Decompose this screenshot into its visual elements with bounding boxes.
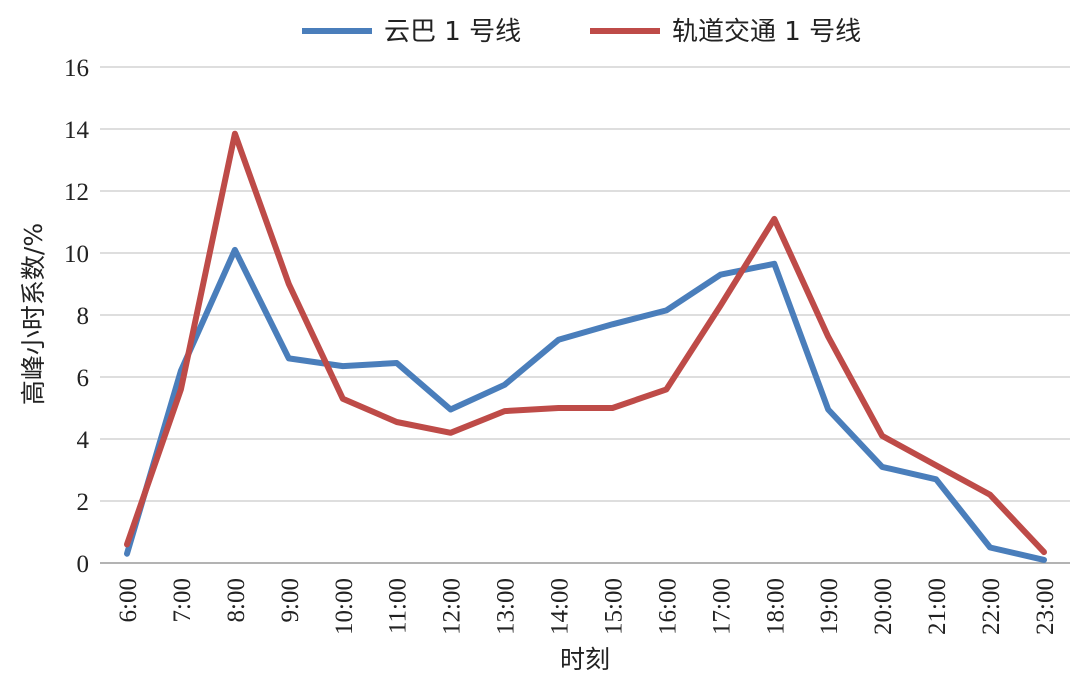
y-tick-label: 0 <box>77 551 90 578</box>
x-tick-label: 19:00 <box>816 578 843 635</box>
y-tick-label: 14 <box>64 117 90 144</box>
legend-label-1: 云巴 1 号线 <box>384 17 521 47</box>
x-tick-label: 9:00 <box>277 578 304 622</box>
legend: 云巴 1 号线 轨道交通 1 号线 <box>302 17 861 47</box>
x-tick-label: 23:00 <box>1032 578 1059 635</box>
y-tick-label: 4 <box>77 427 90 454</box>
x-tick-label: 14:00 <box>547 578 574 635</box>
x-tick-label: 17:00 <box>708 578 735 635</box>
series-line-1 <box>124 246 1047 563</box>
x-tick-label: 8:00 <box>223 578 250 622</box>
x-tick-label: 12:00 <box>439 578 466 635</box>
y-tick-labels: 0 2 4 6 8 10 12 14 16 <box>64 55 90 578</box>
legend-label-2: 轨道交通 1 号线 <box>672 17 861 47</box>
x-tick-labels: 6:00 7:00 8:00 9:00 10:00 11:00 12:00 13:00 14:0… <box>115 578 1059 635</box>
x-tick-label: 20:00 <box>870 578 897 635</box>
x-axis-title: 时刻 <box>560 645 610 674</box>
y-tick-label: 12 <box>64 179 89 206</box>
y-tick-label: 10 <box>64 241 89 268</box>
x-tick-label: 6:00 <box>115 578 142 622</box>
x-tick-label: 13:00 <box>493 578 520 635</box>
series-line-2 <box>124 130 1047 556</box>
y-tick-label: 16 <box>64 55 89 82</box>
y-axis-title: 高峰小时系数/% <box>19 223 48 405</box>
x-tick-label: 18:00 <box>762 578 789 635</box>
series-lines <box>124 130 1047 563</box>
x-tick-label: 11:00 <box>385 578 412 634</box>
x-tick-label: 21:00 <box>924 578 951 635</box>
y-tick-label: 6 <box>77 365 90 392</box>
y-tick-label: 8 <box>77 303 90 330</box>
x-tick-label: 7:00 <box>169 578 196 622</box>
x-tick-label: 16:00 <box>654 578 681 635</box>
x-tick-label: 22:00 <box>978 578 1005 635</box>
y-tick-label: 2 <box>77 489 90 516</box>
x-tick-label: 15:00 <box>600 578 627 635</box>
grid-lines <box>100 66 1070 564</box>
x-tick-label: 10:00 <box>331 578 358 635</box>
